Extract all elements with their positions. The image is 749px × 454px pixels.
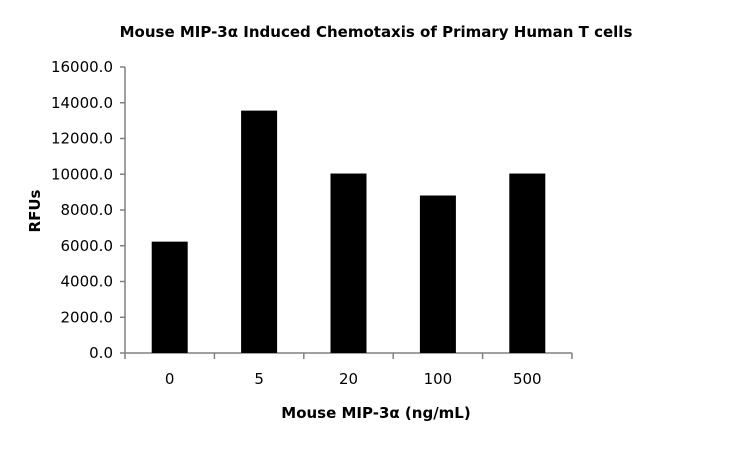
y-tick-label: 0.0: [89, 344, 113, 362]
bar-5: [241, 110, 278, 354]
x-tick-label: 5: [254, 370, 264, 388]
x-tick-label: 500: [513, 370, 542, 388]
bar-100: [419, 195, 456, 353]
chart-title: Mouse MIP-3α Induced Chemotaxis of Prima…: [120, 23, 633, 41]
y-tick-label: 16000.0: [51, 58, 113, 76]
bar-500: [509, 173, 546, 353]
y-tick-label: 2000.0: [61, 308, 114, 326]
y-tick-label: 12000.0: [51, 130, 113, 148]
x-tick-label: 0: [165, 370, 175, 388]
y-tick-label: 8000.0: [61, 201, 114, 219]
bar-20: [330, 173, 367, 353]
x-tick-label: 100: [424, 370, 453, 388]
y-tick-label: 14000.0: [51, 94, 113, 112]
x-axis-label: Mouse MIP-3α (ng/mL): [281, 404, 470, 422]
x-tick-label: 20: [339, 370, 358, 388]
y-tick-label: 4000.0: [61, 273, 114, 291]
bar-0: [151, 241, 188, 353]
y-axis-label: RFUs: [26, 189, 44, 232]
y-tick-label: 6000.0: [61, 237, 114, 255]
y-tick-label: 10000.0: [51, 165, 113, 183]
